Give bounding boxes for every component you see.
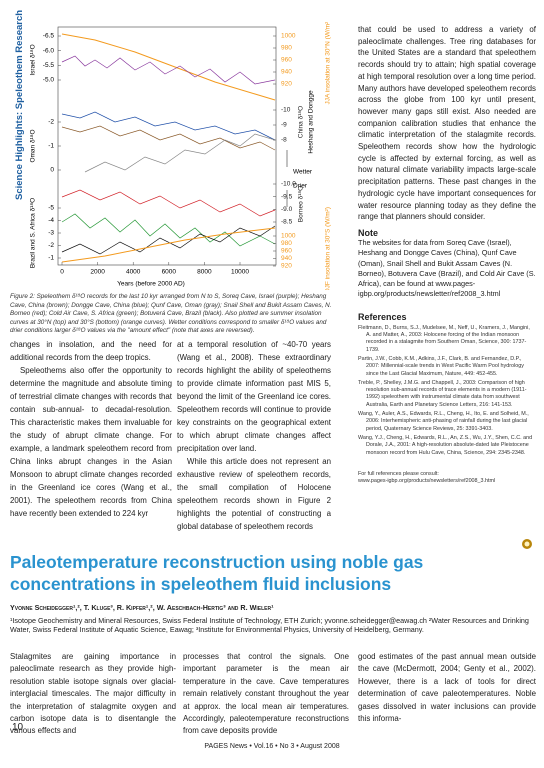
x-tick-label: 8000	[197, 269, 212, 276]
y-tick-label: -5	[48, 205, 54, 212]
y2-tick-label: 920	[281, 81, 292, 88]
text-column: at a temporal resolution of ~40-70 years…	[177, 338, 331, 533]
x-tick-label: 4000	[126, 269, 141, 276]
brazil-curve	[61, 225, 276, 255]
oman-curve	[84, 133, 276, 173]
y2-tick-label: 940	[281, 69, 292, 76]
y2-tick-label: 960	[281, 57, 292, 64]
axis-title: China δ¹⁸O	[298, 106, 305, 138]
paragraph: at a temporal resolution of ~40-70 years…	[177, 340, 331, 453]
israel-curve	[61, 55, 276, 85]
x-tick-label: 0	[60, 269, 64, 276]
full-refs-label: For full references please consult:	[358, 470, 439, 477]
y2-tick-label: 920	[281, 263, 292, 270]
y-tick-label: -2	[48, 119, 54, 126]
djf-insolation-curve	[61, 227, 276, 263]
references-heading: References	[358, 311, 407, 322]
text-column: Stalagmites are gaining importance in pa…	[10, 652, 176, 736]
axis-title: Oman δ¹⁸O	[30, 129, 37, 162]
y2-tick-label: -10	[281, 107, 291, 114]
y-tick-label: -6.0	[43, 47, 55, 54]
y2-tick-label: -9	[281, 122, 287, 129]
paragraph: Speleothems also offer the opportunity t…	[10, 366, 172, 518]
text-column: changes in insolation, and the need for …	[10, 338, 172, 520]
safrica-curve	[61, 213, 276, 247]
y2-tick-label: 1000	[281, 33, 296, 40]
note-text: The websites for data from Soreq Cave (I…	[358, 238, 536, 299]
heshang-curve	[61, 125, 276, 151]
axis-title: DJF insolation at 30°S (W/m²)	[324, 207, 332, 290]
y2-tick-label: 940	[281, 255, 292, 262]
y2-tick-label: 1000	[281, 233, 296, 240]
references: Fleitmann, D., Burns, S.J., Mudelsee, M.…	[358, 325, 536, 457]
y2-tick-label: 980	[281, 240, 292, 247]
y-tick-label: -5.0	[43, 77, 55, 84]
reference: Partin, J.W., Cobb, K.M., Adkins, J.F., …	[358, 355, 524, 377]
text-column: that could be used to address a variety …	[358, 24, 536, 223]
icon	[522, 539, 532, 549]
x-axis-title: Years (before 2000 AD)	[117, 281, 185, 288]
borneo-curve	[61, 189, 276, 217]
paragraph: While this article does not represent an…	[177, 457, 331, 531]
full-refs-url: www.pages-igbp.org/products/newsletters/…	[358, 478, 496, 485]
footer: PAGES News • Vol.16 • No 3 • August 2008	[204, 743, 340, 750]
axis-title: Israel δ¹⁸O	[30, 44, 37, 75]
paragraph: changes in insolation, and the need for …	[10, 340, 172, 362]
axis-title: Borneo δ¹⁸O	[298, 186, 305, 222]
y-tick-label: 0	[50, 167, 54, 174]
text-column: good estimates of the past annual mean o…	[358, 652, 536, 724]
sidebar: Science Highlights: Speleothem Research	[4, 9, 25, 200]
figure-caption: Figure 2: Speleothem δ¹⁸O records for th…	[10, 293, 332, 335]
y2-tick-label: -9.0	[281, 206, 293, 213]
y2-tick-label: -8	[281, 137, 287, 144]
full-refs: For full references please consult: www.p…	[358, 471, 536, 486]
y-tick-label: -2	[48, 242, 54, 249]
x-tick-label: 2000	[90, 269, 105, 276]
y-tick-label: -1	[48, 255, 54, 262]
x-tick-label: 6000	[162, 269, 177, 276]
authors: Yvonne Scheidegger¹,², T. Kluge³, R. Kip…	[10, 603, 274, 612]
axis-title: JJA insolation at 30°N (W/m²)	[324, 22, 332, 104]
axis-note: Heshang and Dongge	[308, 90, 315, 154]
annotation: Drier	[293, 183, 308, 190]
reference: Treble, P., Shelley, J.M.G. and Chappell…	[358, 379, 527, 408]
china-curve	[61, 111, 276, 141]
y-tick-label: -6.5	[43, 33, 55, 40]
insolation-curve	[61, 33, 276, 101]
annotation: Wetter	[293, 169, 313, 176]
y2-tick-label: 960	[281, 248, 292, 255]
article-title: Paleotemperature reconstruction using no…	[10, 552, 424, 594]
reference: Fleitmann, D., Burns, S.J., Mudelsee, M.…	[358, 324, 530, 353]
y2-tick-label: -10.0	[281, 181, 296, 188]
y2-tick-label: -9.5	[281, 193, 293, 200]
sidebar-title: Science Highlights: Speleothem Research	[14, 9, 25, 200]
y-tick-label: -1	[48, 143, 54, 150]
y2-tick-label: 980	[281, 45, 292, 52]
x-tick-label: 10000	[231, 269, 249, 276]
page-number: 10	[12, 722, 24, 733]
paragraph: that could be used to address a variety …	[358, 25, 536, 222]
y-tick-label: -5.5	[43, 62, 55, 69]
axis-title: Brazil and S. Africa δ¹⁸O	[30, 198, 37, 268]
note-heading: Note	[358, 228, 378, 238]
reference: Wang, Y., Auler, A.S., Edwards, R.L., Ch…	[358, 411, 529, 432]
text-column: processes that control the signals. One …	[183, 652, 349, 736]
affiliations: ¹Isotope Geochemistry and Mineral Resour…	[10, 616, 529, 635]
y-tick-label: -4	[48, 217, 54, 224]
y2-tick-label: -8.5	[281, 219, 293, 226]
y-tick-label: -3	[48, 230, 54, 237]
reference: Wang, Y.J., Cheng, H., Edwards, R.L., An…	[358, 434, 533, 456]
note: Note The websites for data from Soreq Ca…	[358, 228, 536, 487]
